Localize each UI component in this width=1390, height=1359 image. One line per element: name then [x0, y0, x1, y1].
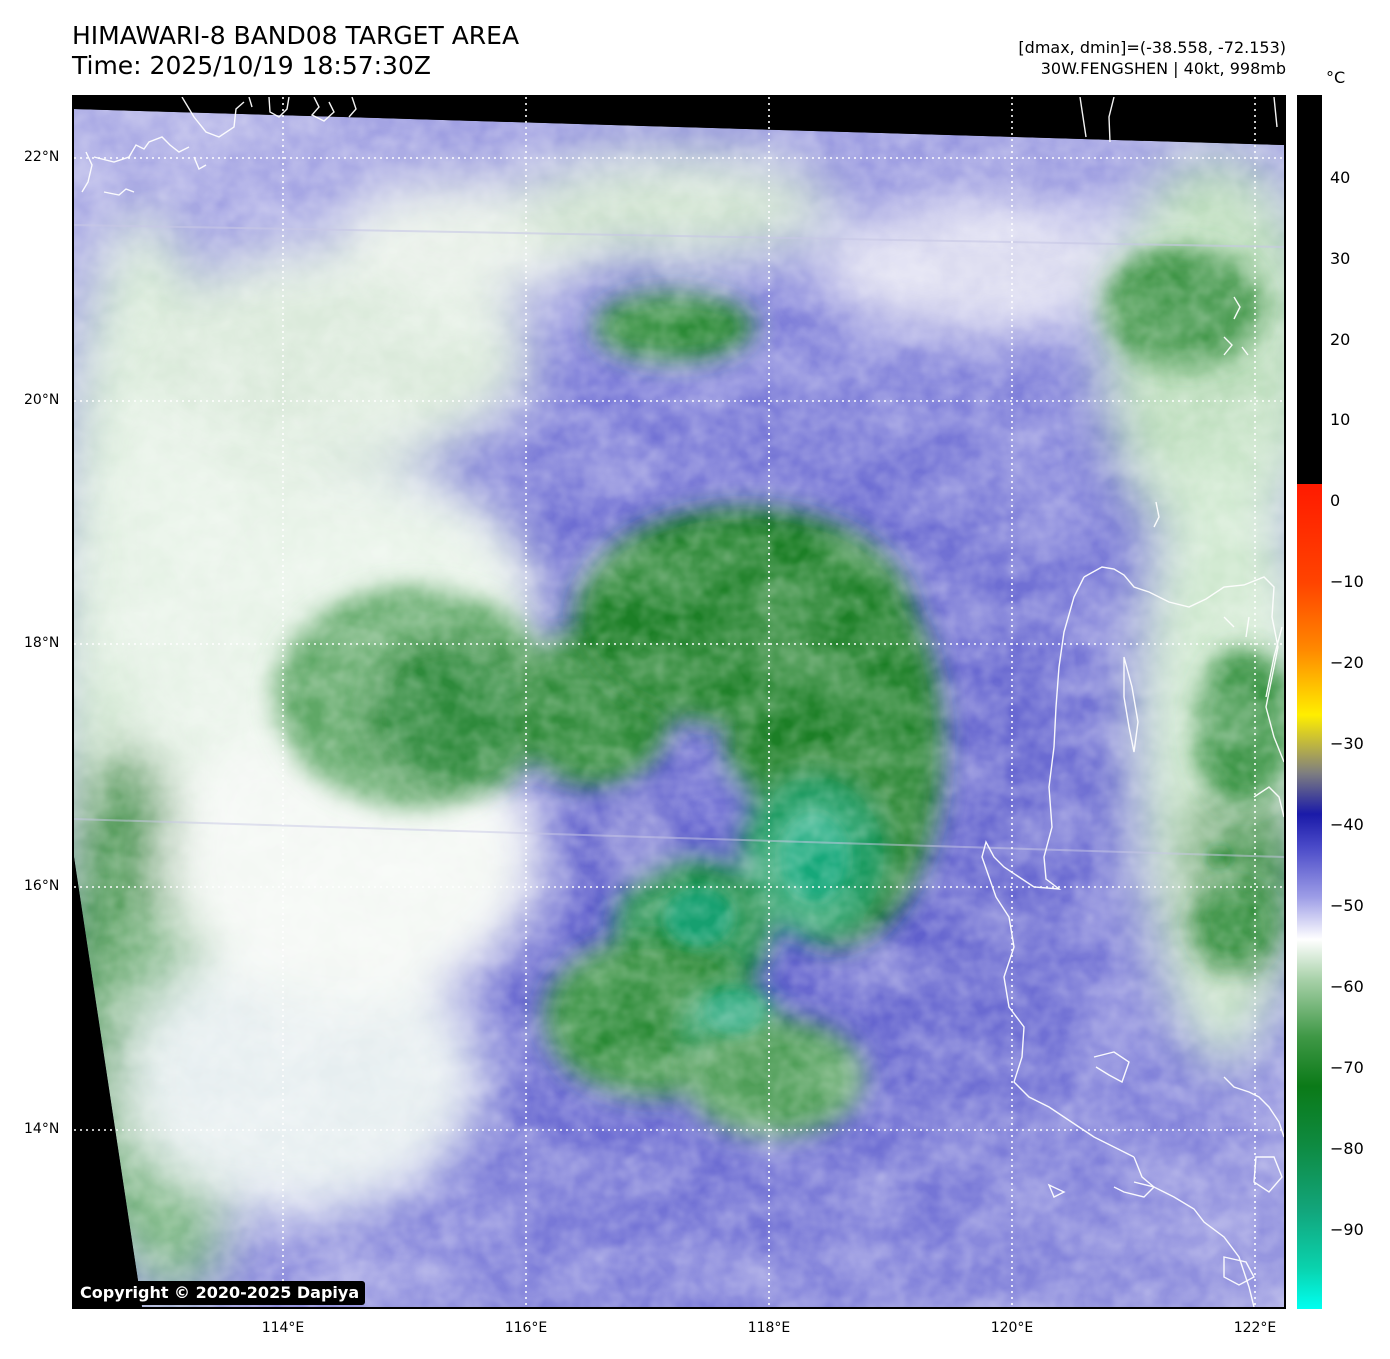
cloud-imagery	[74, 109, 1284, 1307]
lat-label-18n: 18°N	[24, 635, 60, 651]
colorbar-tick: −30	[1330, 734, 1364, 753]
colorbar-tick: 40	[1330, 168, 1351, 187]
lat-label-14n: 14°N	[24, 1121, 60, 1137]
colorbar-tick: −90	[1330, 1220, 1364, 1239]
chart-title: HIMAWARI-8 BAND08 TARGET AREA	[72, 21, 520, 50]
colorbar-tick: −10	[1330, 572, 1364, 591]
colorbar-tick: 10	[1330, 410, 1351, 429]
colorbar-tick: −40	[1330, 815, 1364, 834]
colorbar-unit: °C	[1326, 68, 1346, 87]
lon-label-118e: 118°E	[747, 1320, 791, 1336]
colorbar-tick: −70	[1330, 1058, 1364, 1077]
colorbar-tick: −20	[1330, 653, 1364, 672]
lat-label-22n: 22°N	[24, 149, 60, 165]
lon-label-116e: 116°E	[504, 1320, 548, 1336]
colorbar-tick: −80	[1330, 1139, 1364, 1158]
range-text: [dmax, dmin]=(-38.558, -72.153)	[1018, 38, 1286, 57]
timestamp: Time: 2025/10/19 18:57:30Z	[72, 51, 431, 80]
colorbar-tick: 30	[1330, 249, 1351, 268]
coastlines	[81, 97, 1284, 1307]
colorbar-tick: −60	[1330, 977, 1364, 996]
colorbar	[1297, 95, 1322, 1309]
lat-label-20n: 20°N	[24, 392, 60, 408]
lon-label-120e: 120°E	[990, 1320, 1034, 1336]
storm-info: 30W.FENGSHEN | 40kt, 998mb	[1040, 59, 1286, 78]
colorbar-tick: 0	[1330, 491, 1341, 510]
lon-label-122e: 122°E	[1233, 1320, 1277, 1336]
lon-label-114e: 114°E	[261, 1320, 305, 1336]
lat-label-16n: 16°N	[24, 878, 60, 894]
colorbar-tick: −50	[1330, 896, 1364, 915]
satellite-image	[74, 97, 1284, 1307]
copyright-notice: Copyright © 2020-2025 Dapiya	[74, 1281, 366, 1305]
graticule	[74, 97, 1284, 1307]
colorbar-tick: 20	[1330, 330, 1351, 349]
satellite-map	[72, 95, 1286, 1309]
